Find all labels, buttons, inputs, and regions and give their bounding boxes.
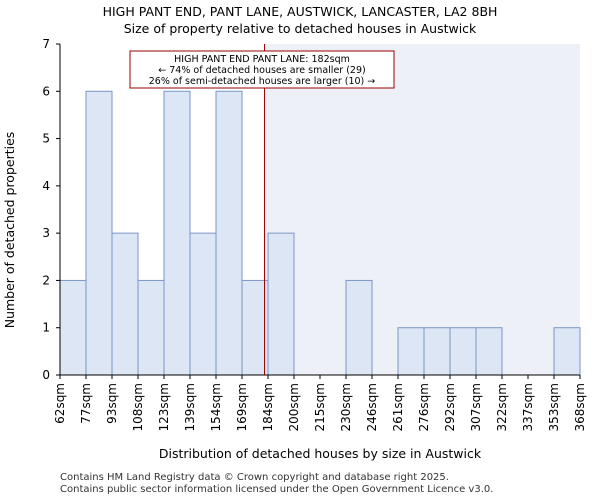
bar-184sqm bbox=[267, 232, 295, 376]
y-tick-label: 2 bbox=[42, 273, 50, 287]
y-axis-label: Number of detached properties bbox=[2, 132, 17, 329]
x-tick-label: 77sqm bbox=[79, 383, 93, 424]
x-axis-label: Distribution of detached houses by size … bbox=[159, 446, 482, 461]
bar-230sqm bbox=[345, 279, 373, 376]
bar-307sqm bbox=[475, 327, 503, 376]
footer-licence: Contains public sector information licen… bbox=[60, 484, 494, 495]
x-tick-label: 337sqm bbox=[521, 383, 535, 431]
chart-subtitle: Size of property relative to detached ho… bbox=[123, 21, 477, 36]
bar-292sqm bbox=[449, 327, 477, 376]
x-tick-label: 215sqm bbox=[313, 383, 327, 431]
y-tick-label: 7 bbox=[42, 37, 50, 51]
x-tick-label: 184sqm bbox=[261, 383, 275, 431]
y-tick-label: 5 bbox=[42, 132, 50, 146]
y-tick-label: 6 bbox=[42, 84, 50, 98]
footer-copyright: Contains HM Land Registry data © Crown c… bbox=[60, 472, 449, 483]
y-tick-label: 4 bbox=[42, 179, 50, 193]
bar-169sqm bbox=[241, 279, 269, 376]
bar-123sqm bbox=[163, 90, 191, 376]
bar-154sqm bbox=[215, 90, 243, 376]
y-tick-label: 1 bbox=[42, 321, 50, 335]
x-tick-label: 276sqm bbox=[417, 383, 431, 431]
x-tick-label: 123sqm bbox=[157, 383, 171, 431]
x-tick-label: 139sqm bbox=[183, 383, 197, 431]
bar-261sqm bbox=[397, 327, 425, 376]
x-tick-label: 169sqm bbox=[235, 383, 249, 431]
x-tick-label: 154sqm bbox=[209, 383, 223, 431]
x-tick-label: 307sqm bbox=[469, 383, 483, 431]
annotation-line: ← 74% of detached houses are smaller (29… bbox=[158, 65, 365, 76]
annotation-line: HIGH PANT END PANT LANE: 182sqm bbox=[174, 54, 350, 65]
x-tick-label: 353sqm bbox=[547, 383, 561, 431]
x-tick-label: 322sqm bbox=[495, 383, 509, 431]
bar-276sqm bbox=[423, 327, 451, 376]
chart-title: HIGH PANT END, PANT LANE, AUSTWICK, LANC… bbox=[102, 4, 498, 19]
y-tick-label: 0 bbox=[42, 368, 50, 382]
bar-77sqm bbox=[85, 90, 113, 376]
bar-353sqm bbox=[553, 327, 581, 376]
x-tick-label: 368sqm bbox=[573, 383, 587, 431]
bar-62sqm bbox=[59, 279, 87, 376]
larger-region-shade bbox=[264, 44, 580, 375]
x-tick-label: 62sqm bbox=[53, 383, 67, 424]
x-tick-label: 200sqm bbox=[287, 383, 301, 431]
x-tick-label: 108sqm bbox=[131, 383, 145, 431]
annotation-line: 26% of semi-detached houses are larger (… bbox=[149, 76, 376, 87]
bar-108sqm bbox=[137, 279, 165, 376]
x-tick-label: 292sqm bbox=[443, 383, 457, 431]
annotation-box bbox=[129, 50, 395, 89]
x-tick-label: 246sqm bbox=[365, 383, 379, 431]
bar-93sqm bbox=[111, 232, 139, 376]
x-tick-label: 93sqm bbox=[105, 383, 119, 424]
x-tick-label: 261sqm bbox=[391, 383, 405, 431]
y-tick-label: 3 bbox=[42, 226, 50, 240]
bar-139sqm bbox=[189, 232, 217, 376]
x-tick-label: 230sqm bbox=[339, 383, 353, 431]
